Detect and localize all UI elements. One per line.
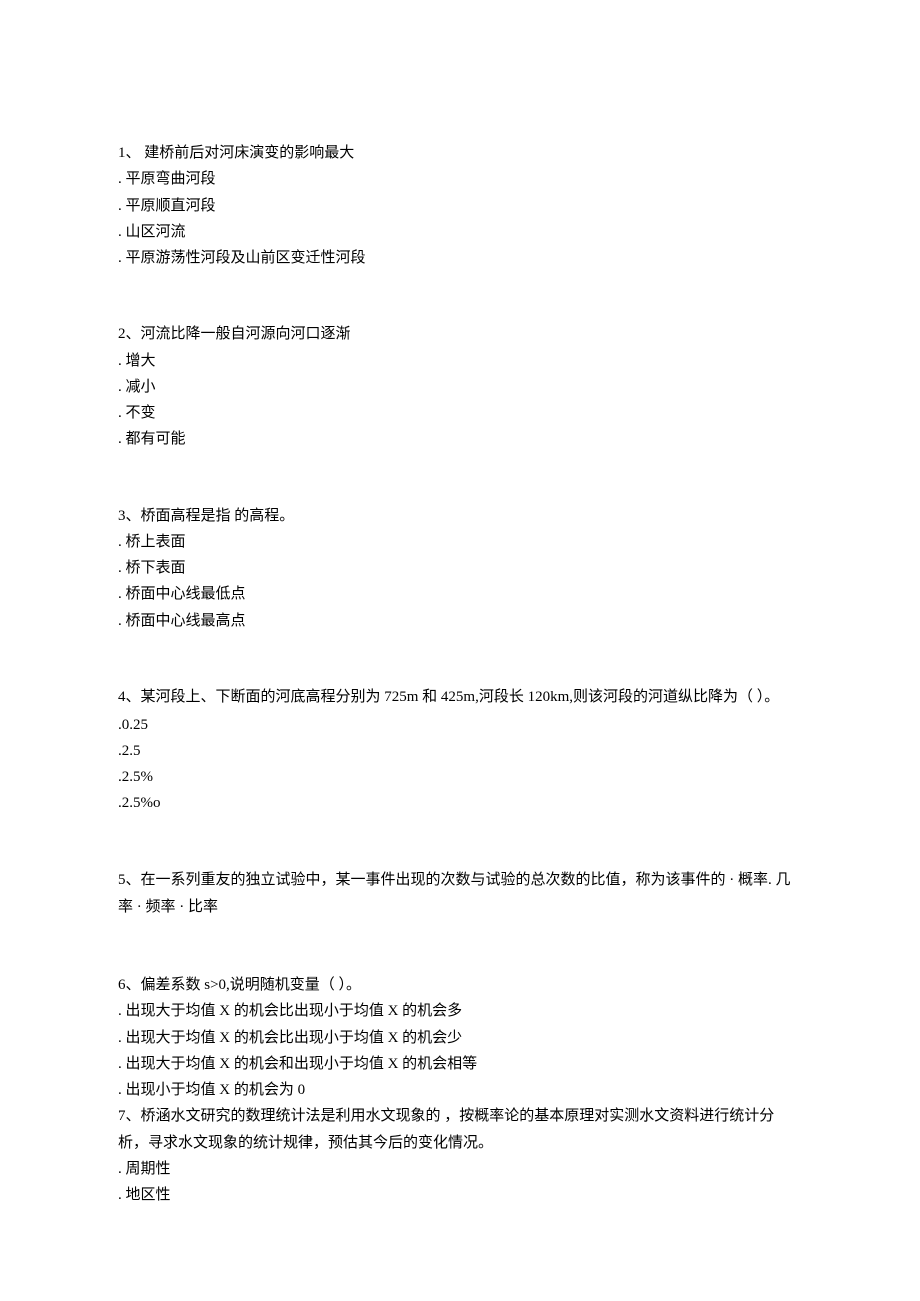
question-3-option-c: . 桥面中心线最低点 bbox=[118, 581, 802, 607]
question-4-option-b: .2.5 bbox=[118, 738, 802, 764]
question-4-option-c: .2.5% bbox=[118, 764, 802, 790]
question-6-text: 6、偏差系数 s>0,说明随机变量（ ）。 bbox=[118, 972, 802, 998]
question-7: 7、桥涵水文研究的数理统计法是利用水文现象的 ，按概率论的基本原理对实测水文资料… bbox=[118, 1103, 802, 1208]
question-7-option-b: . 地区性 bbox=[118, 1182, 802, 1208]
question-4-option-a: .0.25 bbox=[118, 712, 802, 738]
question-3-option-a: . 桥上表面 bbox=[118, 529, 802, 555]
question-1-option-b: . 平原顺直河段 bbox=[118, 193, 802, 219]
question-6: 6、偏差系数 s>0,说明随机变量（ ）。 . 出现大于均值 X 的机会比出现小… bbox=[118, 972, 802, 1103]
question-1-text: 1、 建桥前后对河床演变的影响最大 bbox=[118, 140, 802, 166]
question-2-option-d: . 都有可能 bbox=[118, 426, 802, 452]
question-3: 3、桥面高程是指 的高程。 . 桥上表面 . 桥下表面 . 桥面中心线最低点 .… bbox=[118, 503, 802, 634]
question-7-option-a: . 周期性 bbox=[118, 1156, 802, 1182]
question-2-option-a: . 增大 bbox=[118, 348, 802, 374]
question-1-option-a: . 平原弯曲河段 bbox=[118, 166, 802, 192]
question-5-text: 5、在一系列重友的独立试验中，某一事件出现的次数与试验的总次数的比值，称为该事件… bbox=[118, 867, 802, 923]
question-5: 5、在一系列重友的独立试验中，某一事件出现的次数与试验的总次数的比值，称为该事件… bbox=[118, 867, 802, 923]
question-1: 1、 建桥前后对河床演变的影响最大 . 平原弯曲河段 . 平原顺直河段 . 山区… bbox=[118, 140, 802, 271]
question-4-text: 4、某河段上、下断面的河底高程分别为 725m 和 425m,河段长 120km… bbox=[118, 684, 802, 712]
question-6-option-d: . 出现小于均值 X 的机会为 0 bbox=[118, 1077, 802, 1103]
question-3-option-b: . 桥下表面 bbox=[118, 555, 802, 581]
question-6-option-a: . 出现大于均值 X 的机会比出现小于均值 X 的机会多 bbox=[118, 998, 802, 1024]
question-2-option-b: . 减小 bbox=[118, 374, 802, 400]
question-1-option-c: . 山区河流 bbox=[118, 219, 802, 245]
question-4-option-d: .2.5%o bbox=[118, 790, 802, 816]
question-3-text: 3、桥面高程是指 的高程。 bbox=[118, 503, 802, 529]
question-6-option-b: . 出现大于均值 X 的机会比出现小于均值 X 的机会少 bbox=[118, 1025, 802, 1051]
question-7-text: 7、桥涵水文研究的数理统计法是利用水文现象的 ，按概率论的基本原理对实测水文资料… bbox=[118, 1103, 802, 1156]
question-4: 4、某河段上、下断面的河底高程分别为 725m 和 425m,河段长 120km… bbox=[118, 684, 802, 817]
question-2-option-c: . 不变 bbox=[118, 400, 802, 426]
question-2-text: 2、河流比降一般自河源向河口逐渐 bbox=[118, 321, 802, 347]
question-1-option-d: . 平原游荡性河段及山前区变迁性河段 bbox=[118, 245, 802, 271]
question-2: 2、河流比降一般自河源向河口逐渐 . 增大 . 减小 . 不变 . 都有可能 bbox=[118, 321, 802, 452]
question-6-option-c: . 出现大于均值 X 的机会和出现小于均值 X 的机会相等 bbox=[118, 1051, 802, 1077]
question-3-option-d: . 桥面中心线最高点 bbox=[118, 608, 802, 634]
